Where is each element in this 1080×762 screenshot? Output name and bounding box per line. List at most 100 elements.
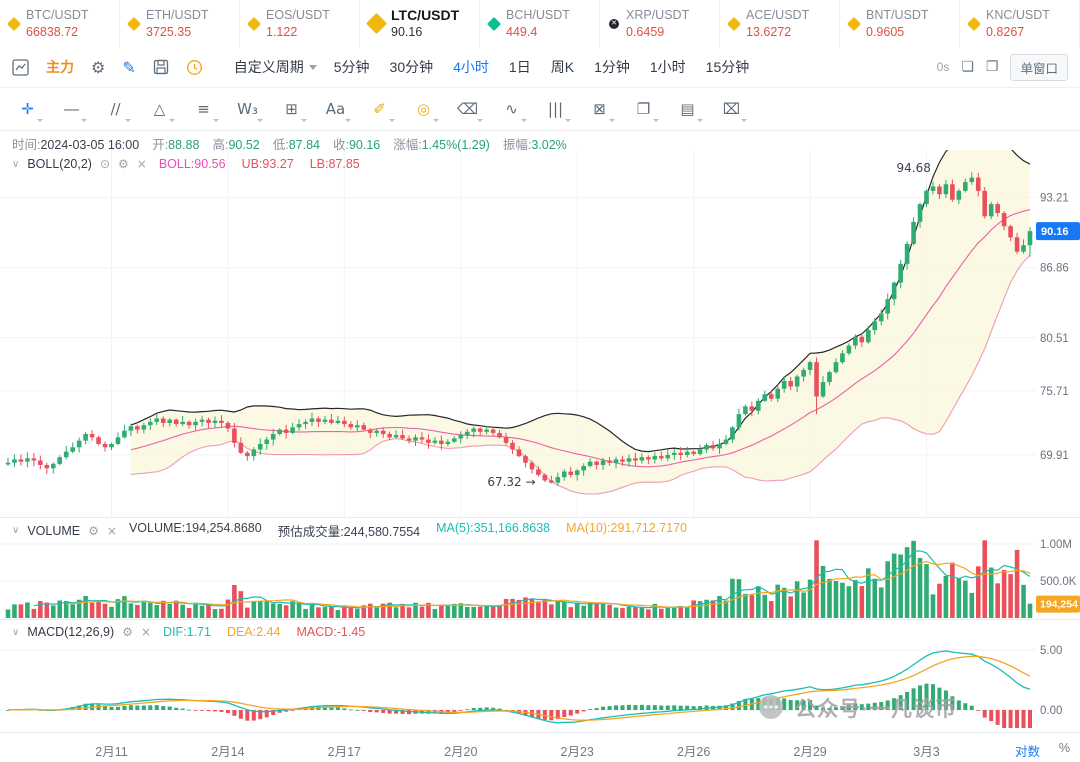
info-value: 3.02% — [531, 138, 567, 152]
ticker-tab-LTC-USDT[interactable]: LTC/USDT 90.16 — [360, 0, 480, 47]
svg-text:0.00: 0.00 — [1040, 705, 1062, 717]
magnet-tool[interactable]: ∿ — [498, 96, 527, 123]
ticker-tab-BCH-USDT[interactable]: BCH/USDT 449.4 — [480, 0, 600, 47]
timeframe-30分钟[interactable]: 30分钟 — [389, 59, 434, 75]
ticker-tab-ACE-USDT[interactable]: ACE/USDT 13.6272 — [720, 0, 840, 47]
wave-tool[interactable]: W₃ — [234, 96, 263, 123]
eye-icon[interactable]: ⊙ — [99, 157, 111, 171]
main-candle-chart[interactable]: 94.68 67.32 → 93.21 86.86 80.51 75.71 69.91 90.… — [0, 150, 1080, 518]
info-label: 涨幅: — [393, 138, 422, 152]
timeframe-1分钟[interactable]: 1分钟 — [594, 59, 630, 75]
close-icon[interactable]: × — [106, 523, 117, 538]
info-value: 1.45%(1.29) — [421, 138, 490, 152]
exchange-icon — [365, 12, 388, 35]
volume-chart[interactable]: 1.00M 500.0K 194,254 — [0, 518, 1080, 620]
remove-drawing-tool[interactable]: ⊠ — [586, 96, 615, 123]
gear-icon[interactable]: ⚙ — [88, 523, 99, 538]
chevron-down-icon — [521, 118, 527, 122]
legend-value: MA(10):291,712.7170 — [566, 521, 688, 535]
timeframe-1小时[interactable]: 1小时 — [649, 59, 686, 75]
svg-text:80.51: 80.51 — [1040, 333, 1069, 345]
ticker-tab-ETH-USDT[interactable]: ETH/USDT 3725.35 — [120, 0, 240, 47]
boll-legend: BOLL:90.56 UB:93.27 LB:87.85 — [155, 157, 360, 171]
chevron-down-icon[interactable]: ∨ — [12, 158, 20, 170]
svg-text:94.68: 94.68 — [897, 161, 931, 175]
close-icon[interactable]: × — [140, 625, 151, 639]
close-icon[interactable]: × — [136, 157, 147, 171]
custom-period-label: 自定义周期 — [233, 59, 304, 75]
ticker-bar: BTC/USDT 66838.72 ETH/USDT 3725.35 EOS/USDT 1… — [0, 0, 1080, 48]
ohlc-info-item: 收:90.16 — [333, 134, 380, 153]
settings-gear-icon[interactable]: ⚙ — [91, 57, 106, 77]
timeframe-1日[interactable]: 1日 — [508, 59, 531, 75]
kline-pattern-tool[interactable]: ||| — [542, 96, 571, 123]
window-mode-button[interactable]: 单窗口 — [1010, 53, 1068, 81]
trend-line-tool[interactable]: ∕∕ — [102, 96, 131, 123]
ticker-price: 1.122 — [266, 24, 298, 39]
chart-toolbar: 主力 ⚙ ✎ 自定义周期 5分钟 30分钟 4小时 1日 周K 1分钟 1小时 15分钟 0s… — [0, 47, 1080, 88]
eraser-tool[interactable]: ⌫ — [454, 96, 483, 123]
ticker-tab-BNT-USDT[interactable]: BNT/USDT 0.9605 — [840, 0, 960, 47]
chevron-down-icon[interactable]: ∨ — [12, 525, 20, 536]
volume-indicator-row: ∨ VOLUME ⚙ × VOLUME:194,254.8680 预估成交量:24… — [12, 521, 687, 540]
svg-text:93.21: 93.21 — [1040, 192, 1069, 204]
triangle-tool[interactable]: △ — [146, 96, 175, 123]
gear-icon[interactable]: ⚙ — [118, 157, 129, 171]
chevron-down-icon — [609, 118, 615, 122]
chevron-down-icon — [741, 118, 747, 122]
copy-drawing-tool[interactable]: ❐ — [630, 96, 659, 123]
ticker-tab-KNC-USDT[interactable]: KNC/USDT 0.8267 — [960, 0, 1080, 47]
ticker-symbol: BNT/USDT — [866, 8, 929, 23]
ticker-tab-BTC-USDT[interactable]: BTC/USDT 66838.72 — [0, 0, 120, 47]
volume-title: VOLUME — [27, 523, 81, 538]
timeframe-周K[interactable]: 周K — [550, 59, 575, 75]
fit-screen-icon[interactable]: ❏ — [961, 59, 974, 75]
pane-separator — [0, 619, 1080, 620]
chevron-down-icon[interactable]: ∨ — [12, 626, 20, 638]
chevron-down-icon — [308, 64, 317, 70]
log-scale-toggle[interactable]: 对数 — [1014, 745, 1040, 759]
ticker-price: 449.4 — [506, 24, 538, 39]
crosshair-tool[interactable]: ✛ — [14, 96, 43, 123]
chevron-down-icon — [257, 118, 263, 122]
chevron-down-icon — [697, 118, 703, 122]
macd-chart[interactable]: 5.00 0.00 — [0, 620, 1080, 732]
alert-clock-icon[interactable] — [186, 59, 203, 76]
exchange-icon — [246, 16, 262, 31]
timeframe-15分钟[interactable]: 15分钟 — [705, 59, 750, 75]
ticker-symbol: LTC/USDT — [391, 7, 460, 24]
exchange-icon: ✕ — [609, 18, 619, 29]
multi-window-icon[interactable]: ❐ — [985, 59, 999, 75]
info-value: 2024-03-05 16:00 — [40, 138, 140, 152]
chevron-down-icon — [477, 118, 483, 122]
ticker-tab-EOS-USDT[interactable]: EOS/USDT 1.122 — [240, 0, 360, 47]
info-value: 88.88 — [168, 138, 200, 152]
parallel-channel-tool[interactable]: ≡ — [190, 96, 219, 123]
custom-period-dropdown[interactable]: 自定义周期 — [234, 57, 317, 77]
timeframe-4小时[interactable]: 4小时 — [453, 59, 489, 75]
svg-text:67.32 →: 67.32 → — [487, 475, 535, 489]
horizontal-line-tool[interactable]: ― — [58, 96, 87, 123]
percent-scale-toggle[interactable]: % — [1058, 741, 1070, 755]
text-tool[interactable]: Aa — [322, 96, 351, 123]
pane-separator — [0, 517, 1080, 518]
timeframe-5分钟[interactable]: 5分钟 — [333, 59, 370, 75]
edit-pencil-icon[interactable]: ✎ — [122, 57, 136, 77]
main-force-tab[interactable]: 主力 — [46, 59, 74, 75]
ticker-symbol: BCH/USDT — [506, 8, 570, 23]
save-icon[interactable] — [153, 59, 169, 75]
gear-icon[interactable]: ⚙ — [122, 625, 133, 639]
ticker-price: 0.8267 — [986, 24, 1025, 39]
chevron-down-icon — [37, 118, 43, 122]
fibonacci-box-tool[interactable]: ⊞ — [278, 96, 307, 123]
ticker-tab-XRP-USDT[interactable]: ✕ XRP/USDT 0.6459 — [600, 0, 720, 47]
marker-brush-tool[interactable]: ✐ — [366, 96, 395, 123]
boll-indicator-row: ∨ BOLL(20,2) ⊙ ⚙ × BOLL:90.56 UB:93.27 LB:… — [12, 157, 360, 171]
trash-tool[interactable]: ⌧ — [718, 96, 747, 123]
golden-ratio-tool[interactable]: ◎ — [410, 96, 439, 123]
note-tool[interactable]: ▤ — [674, 96, 703, 123]
ticker-price: 13.6272 — [746, 24, 792, 39]
chart-type-icon[interactable] — [12, 58, 29, 76]
info-label: 时间: — [12, 138, 41, 152]
boll-title: BOLL(20,2) — [27, 157, 92, 171]
